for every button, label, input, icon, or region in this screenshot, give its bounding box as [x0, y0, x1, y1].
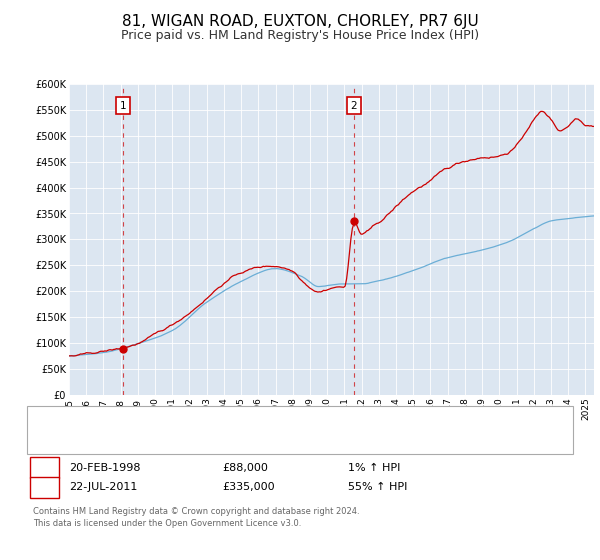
Text: 20-FEB-1998: 20-FEB-1998 [69, 463, 140, 473]
Text: 55% ↑ HPI: 55% ↑ HPI [348, 482, 407, 492]
Text: 1: 1 [41, 463, 48, 473]
Text: Price paid vs. HM Land Registry's House Price Index (HPI): Price paid vs. HM Land Registry's House … [121, 29, 479, 42]
Text: 2: 2 [41, 482, 48, 492]
Text: £88,000: £88,000 [222, 463, 268, 473]
Text: 81, WIGAN ROAD, EUXTON, CHORLEY, PR7 6JU: 81, WIGAN ROAD, EUXTON, CHORLEY, PR7 6JU [122, 14, 478, 29]
Text: 2: 2 [350, 101, 357, 111]
Text: 1: 1 [119, 101, 126, 111]
Text: 81, WIGAN ROAD, EUXTON, CHORLEY, PR7 6JU (detached house): 81, WIGAN ROAD, EUXTON, CHORLEY, PR7 6JU… [81, 417, 418, 427]
Text: 1% ↑ HPI: 1% ↑ HPI [348, 463, 400, 473]
Text: Contains HM Land Registry data © Crown copyright and database right 2024.
This d: Contains HM Land Registry data © Crown c… [33, 507, 359, 528]
Text: HPI: Average price, detached house, Chorley: HPI: Average price, detached house, Chor… [81, 434, 314, 444]
Text: £335,000: £335,000 [222, 482, 275, 492]
Text: 22-JUL-2011: 22-JUL-2011 [69, 482, 137, 492]
